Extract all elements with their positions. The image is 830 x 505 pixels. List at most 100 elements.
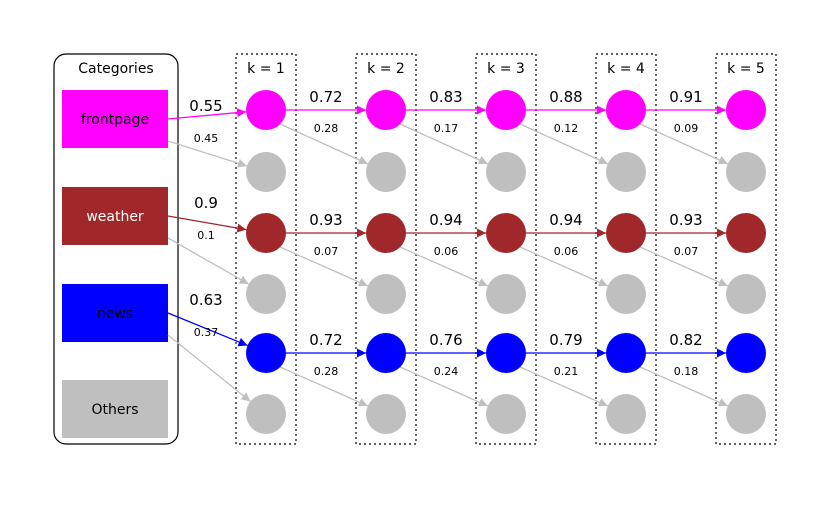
edge-weather-leave-k4 <box>519 246 608 287</box>
label-frontpage-stay-k5: 0.91 <box>669 88 702 106</box>
legend-swatch-news <box>62 284 168 342</box>
node-others-k5-r2 <box>726 152 766 192</box>
label-weather-leave-k5: 0.07 <box>674 245 699 258</box>
node-weather-k2-r3 <box>366 213 406 253</box>
node-weather-k5-r3 <box>726 213 766 253</box>
node-news-k3-r5 <box>486 333 526 373</box>
step-columns: k = 1 k = 2 k = 3 k = 4 k = 5 <box>235 53 777 445</box>
edge-weather-leave-k1 <box>167 237 249 285</box>
node-weather-k4-r3 <box>606 213 646 253</box>
state-nodes <box>246 90 766 434</box>
label-weather-stay-k1: 0.9 <box>194 194 218 212</box>
edge-news-leave-k2 <box>279 366 368 407</box>
node-others-k3-r2 <box>486 152 526 192</box>
edge-weather-stay-k1 <box>167 215 247 233</box>
label-frontpage-stay-k1: 0.55 <box>189 97 222 115</box>
edge-news-stay-k1 <box>167 312 248 347</box>
node-others-k3-r4 <box>486 274 526 314</box>
edge-frontpage-leave-k5 <box>639 123 729 165</box>
edge-weather-leave-k5 <box>639 246 728 287</box>
edge-news-leave-k5 <box>639 366 728 407</box>
node-others-k2-r6 <box>366 394 406 434</box>
edge-frontpage-leave-k4 <box>519 123 609 165</box>
step-column-5 <box>715 53 777 445</box>
node-others-k4-r6 <box>606 394 646 434</box>
node-others-k3-r6 <box>486 394 526 434</box>
step-column-1 <box>235 53 297 445</box>
label-news-stay-k4: 0.79 <box>549 331 582 349</box>
node-others-k4-r2 <box>606 152 646 192</box>
node-weather-k1-r3 <box>246 213 286 253</box>
edge-weather-leave-k3 <box>399 246 488 287</box>
step-label-2: k = 2 <box>367 61 405 77</box>
label-weather-stay-k2: 0.93 <box>309 211 342 229</box>
transition-edges <box>167 105 729 407</box>
node-frontpage-k1-r1 <box>246 90 286 130</box>
label-news-stay-k1: 0.63 <box>189 291 222 309</box>
node-frontpage-k3-r1 <box>486 90 526 130</box>
node-others-k1-r6 <box>246 394 286 434</box>
node-others-k1-r2 <box>246 152 286 192</box>
label-frontpage-leave-k2: 0.28 <box>314 122 339 135</box>
label-frontpage-stay-k4: 0.88 <box>549 88 582 106</box>
node-news-k4-r5 <box>606 333 646 373</box>
label-news-leave-k4: 0.21 <box>554 365 579 378</box>
label-news-leave-k1: 0.37 <box>194 326 219 339</box>
node-frontpage-k4-r1 <box>606 90 646 130</box>
edge-frontpage-leave-k1 <box>167 140 248 168</box>
node-weather-k3-r3 <box>486 213 526 253</box>
legend-swatch-weather <box>62 187 168 245</box>
label-frontpage-leave-k3: 0.17 <box>434 122 459 135</box>
legend-frame <box>53 53 179 445</box>
step-label-4: k = 4 <box>607 61 645 77</box>
step-column-4 <box>595 53 657 445</box>
legend-swatch-others <box>62 380 168 438</box>
legend-label-frontpage: frontpage <box>81 112 149 128</box>
node-frontpage-k5-r1 <box>726 90 766 130</box>
edge-frontpage-leave-k2 <box>279 123 369 165</box>
node-frontpage-k2-r1 <box>366 90 406 130</box>
legend-title: Categories <box>78 61 153 77</box>
label-news-stay-k2: 0.72 <box>309 331 342 349</box>
node-news-k1-r5 <box>246 333 286 373</box>
node-news-k2-r5 <box>366 333 406 373</box>
node-others-k5-r4 <box>726 274 766 314</box>
node-others-k2-r4 <box>366 274 406 314</box>
legend-label-others: Others <box>91 402 138 418</box>
label-frontpage-stay-k2: 0.72 <box>309 88 342 106</box>
step-column-3 <box>475 53 537 445</box>
step-column-2 <box>355 53 417 445</box>
edge-news-leave-k1 <box>167 334 251 402</box>
node-others-k5-r6 <box>726 394 766 434</box>
legend: Categories frontpage weather news Others <box>53 53 179 445</box>
label-news-stay-k5: 0.82 <box>669 331 702 349</box>
label-weather-leave-k2: 0.07 <box>314 245 339 258</box>
label-weather-stay-k3: 0.94 <box>429 211 462 229</box>
label-weather-stay-k5: 0.93 <box>669 211 702 229</box>
edge-weather-leave-k2 <box>279 246 368 287</box>
label-weather-leave-k4: 0.06 <box>554 245 579 258</box>
edge-frontpage-stay-k1 <box>167 108 247 120</box>
node-others-k2-r2 <box>366 152 406 192</box>
label-weather-stay-k4: 0.94 <box>549 211 582 229</box>
legend-swatch-frontpage <box>62 90 168 148</box>
label-news-leave-k2: 0.28 <box>314 365 339 378</box>
node-others-k4-r4 <box>606 274 646 314</box>
label-frontpage-stay-k3: 0.83 <box>429 88 462 106</box>
label-news-leave-k3: 0.24 <box>434 365 459 378</box>
step-label-3: k = 3 <box>487 61 525 77</box>
label-news-leave-k5: 0.18 <box>674 365 699 378</box>
step-label-5: k = 5 <box>727 61 765 77</box>
label-news-stay-k3: 0.76 <box>429 331 462 349</box>
step-label-1: k = 1 <box>247 61 285 77</box>
label-weather-leave-k3: 0.06 <box>434 245 459 258</box>
node-others-k1-r4 <box>246 274 286 314</box>
node-news-k5-r5 <box>726 333 766 373</box>
label-weather-leave-k1: 0.1 <box>197 229 215 242</box>
label-frontpage-leave-k1: 0.45 <box>194 132 219 145</box>
transition-labels: 0.55 0.45 0.72 0.28 0.83 0.17 0.88 0.12 0.91 0.09… <box>189 88 702 378</box>
edge-frontpage-leave-k3 <box>399 123 489 165</box>
legend-label-news: news <box>97 306 133 322</box>
